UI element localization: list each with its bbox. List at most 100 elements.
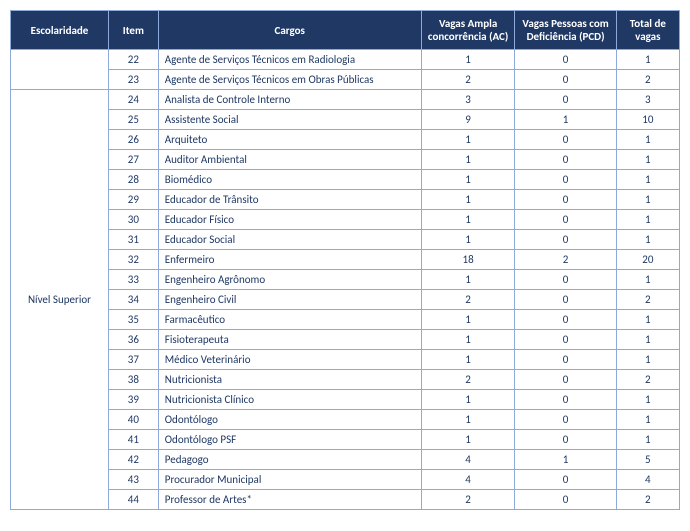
pcd-cell: 0 [515,50,616,70]
cargo-cell: Odontólogo [158,410,421,430]
table-row: 26Arquiteto101 [11,130,680,150]
cargo-cell: Assistente Social [158,110,421,130]
item-cell: 32 [108,250,158,270]
item-cell: 30 [108,210,158,230]
table-row: 35Farmacêutico101 [11,310,680,330]
ac-cell: 1 [421,330,515,350]
item-cell: 26 [108,130,158,150]
pcd-cell: 0 [515,290,616,310]
item-cell: 22 [108,50,158,70]
pcd-cell: 0 [515,270,616,290]
item-cell: 25 [108,110,158,130]
table-row: Nível Superior24Analista de Controle Int… [11,90,680,110]
header-cargos: Cargos [158,11,421,50]
ac-cell: 1 [421,150,515,170]
pcd-cell: 1 [515,110,616,130]
table-row: 31Educador Social101 [11,230,680,250]
item-cell: 43 [108,470,158,490]
item-cell: 36 [108,330,158,350]
total-cell: 2 [616,70,679,90]
total-cell: 1 [616,230,679,250]
table-row: 29Educador de Trânsito101 [11,190,680,210]
escolaridade-cell [11,50,109,90]
total-cell: 1 [616,210,679,230]
item-cell: 39 [108,390,158,410]
cargo-cell: Professor de Artes* [158,490,421,510]
ac-cell: 1 [421,350,515,370]
table-row: 39Nutricionista Clínico101 [11,390,680,410]
total-cell: 1 [616,410,679,430]
total-cell: 2 [616,490,679,510]
total-cell: 4 [616,470,679,490]
cargo-cell: Biomédico [158,170,421,190]
ac-cell: 2 [421,290,515,310]
header-ac: Vagas Ampla concorrência (AC) [421,11,515,50]
item-cell: 34 [108,290,158,310]
item-cell: 37 [108,350,158,370]
pcd-cell: 0 [515,170,616,190]
cargo-cell: Analista de Controle Interno [158,90,421,110]
total-cell: 1 [616,390,679,410]
ac-cell: 1 [421,390,515,410]
total-cell: 3 [616,90,679,110]
cargo-cell: Procurador Municipal [158,470,421,490]
ac-cell: 9 [421,110,515,130]
pcd-cell: 0 [515,230,616,250]
header-row: Escolaridade Item Cargos Vagas Ampla con… [11,11,680,50]
ac-cell: 4 [421,450,515,470]
item-cell: 40 [108,410,158,430]
cargo-cell: Educador Físico [158,210,421,230]
ac-cell: 3 [421,90,515,110]
cargo-cell: Educador de Trânsito [158,190,421,210]
total-cell: 1 [616,430,679,450]
escolaridade-cell: Nível Superior [11,90,109,510]
table-row: 33Engenheiro Agrônomo101 [11,270,680,290]
ac-cell: 2 [421,370,515,390]
cargo-cell: Enfermeiro [158,250,421,270]
cargo-cell: Agente de Serviços Técnicos em Radiologi… [158,50,421,70]
ac-cell: 2 [421,70,515,90]
pcd-cell: 0 [515,370,616,390]
ac-cell: 1 [421,210,515,230]
header-total: Total de vagas [616,11,679,50]
pcd-cell: 0 [515,210,616,230]
ac-cell: 1 [421,410,515,430]
vacancies-table: Escolaridade Item Cargos Vagas Ampla con… [10,10,680,510]
item-cell: 24 [108,90,158,110]
table-row: 30Educador Físico101 [11,210,680,230]
ac-cell: 1 [421,230,515,250]
item-cell: 38 [108,370,158,390]
total-cell: 1 [616,190,679,210]
total-cell: 1 [616,270,679,290]
item-cell: 35 [108,310,158,330]
total-cell: 10 [616,110,679,130]
table-row: 40Odontólogo101 [11,410,680,430]
cargo-cell: Engenheiro Agrônomo [158,270,421,290]
ac-cell: 1 [421,50,515,70]
total-cell: 1 [616,170,679,190]
ac-cell: 1 [421,430,515,450]
item-cell: 28 [108,170,158,190]
header-item: Item [108,11,158,50]
item-cell: 23 [108,70,158,90]
item-cell: 27 [108,150,158,170]
cargo-cell: Educador Social [158,230,421,250]
pcd-cell: 0 [515,350,616,370]
item-cell: 33 [108,270,158,290]
cargo-cell: Agente de Serviços Técnicos em Obras Púb… [158,70,421,90]
table-row: 22Agente de Serviços Técnicos em Radiolo… [11,50,680,70]
table-row: 34Engenheiro Civil202 [11,290,680,310]
total-cell: 5 [616,450,679,470]
ac-cell: 1 [421,130,515,150]
table-row: 25Assistente Social9110 [11,110,680,130]
pcd-cell: 0 [515,130,616,150]
pcd-cell: 0 [515,70,616,90]
total-cell: 1 [616,130,679,150]
table-row: 23Agente de Serviços Técnicos em Obras P… [11,70,680,90]
table-row: 28Biomédico101 [11,170,680,190]
item-cell: 41 [108,430,158,450]
pcd-cell: 0 [515,410,616,430]
total-cell: 1 [616,50,679,70]
table-row: 44Professor de Artes*202 [11,490,680,510]
pcd-cell: 1 [515,450,616,470]
